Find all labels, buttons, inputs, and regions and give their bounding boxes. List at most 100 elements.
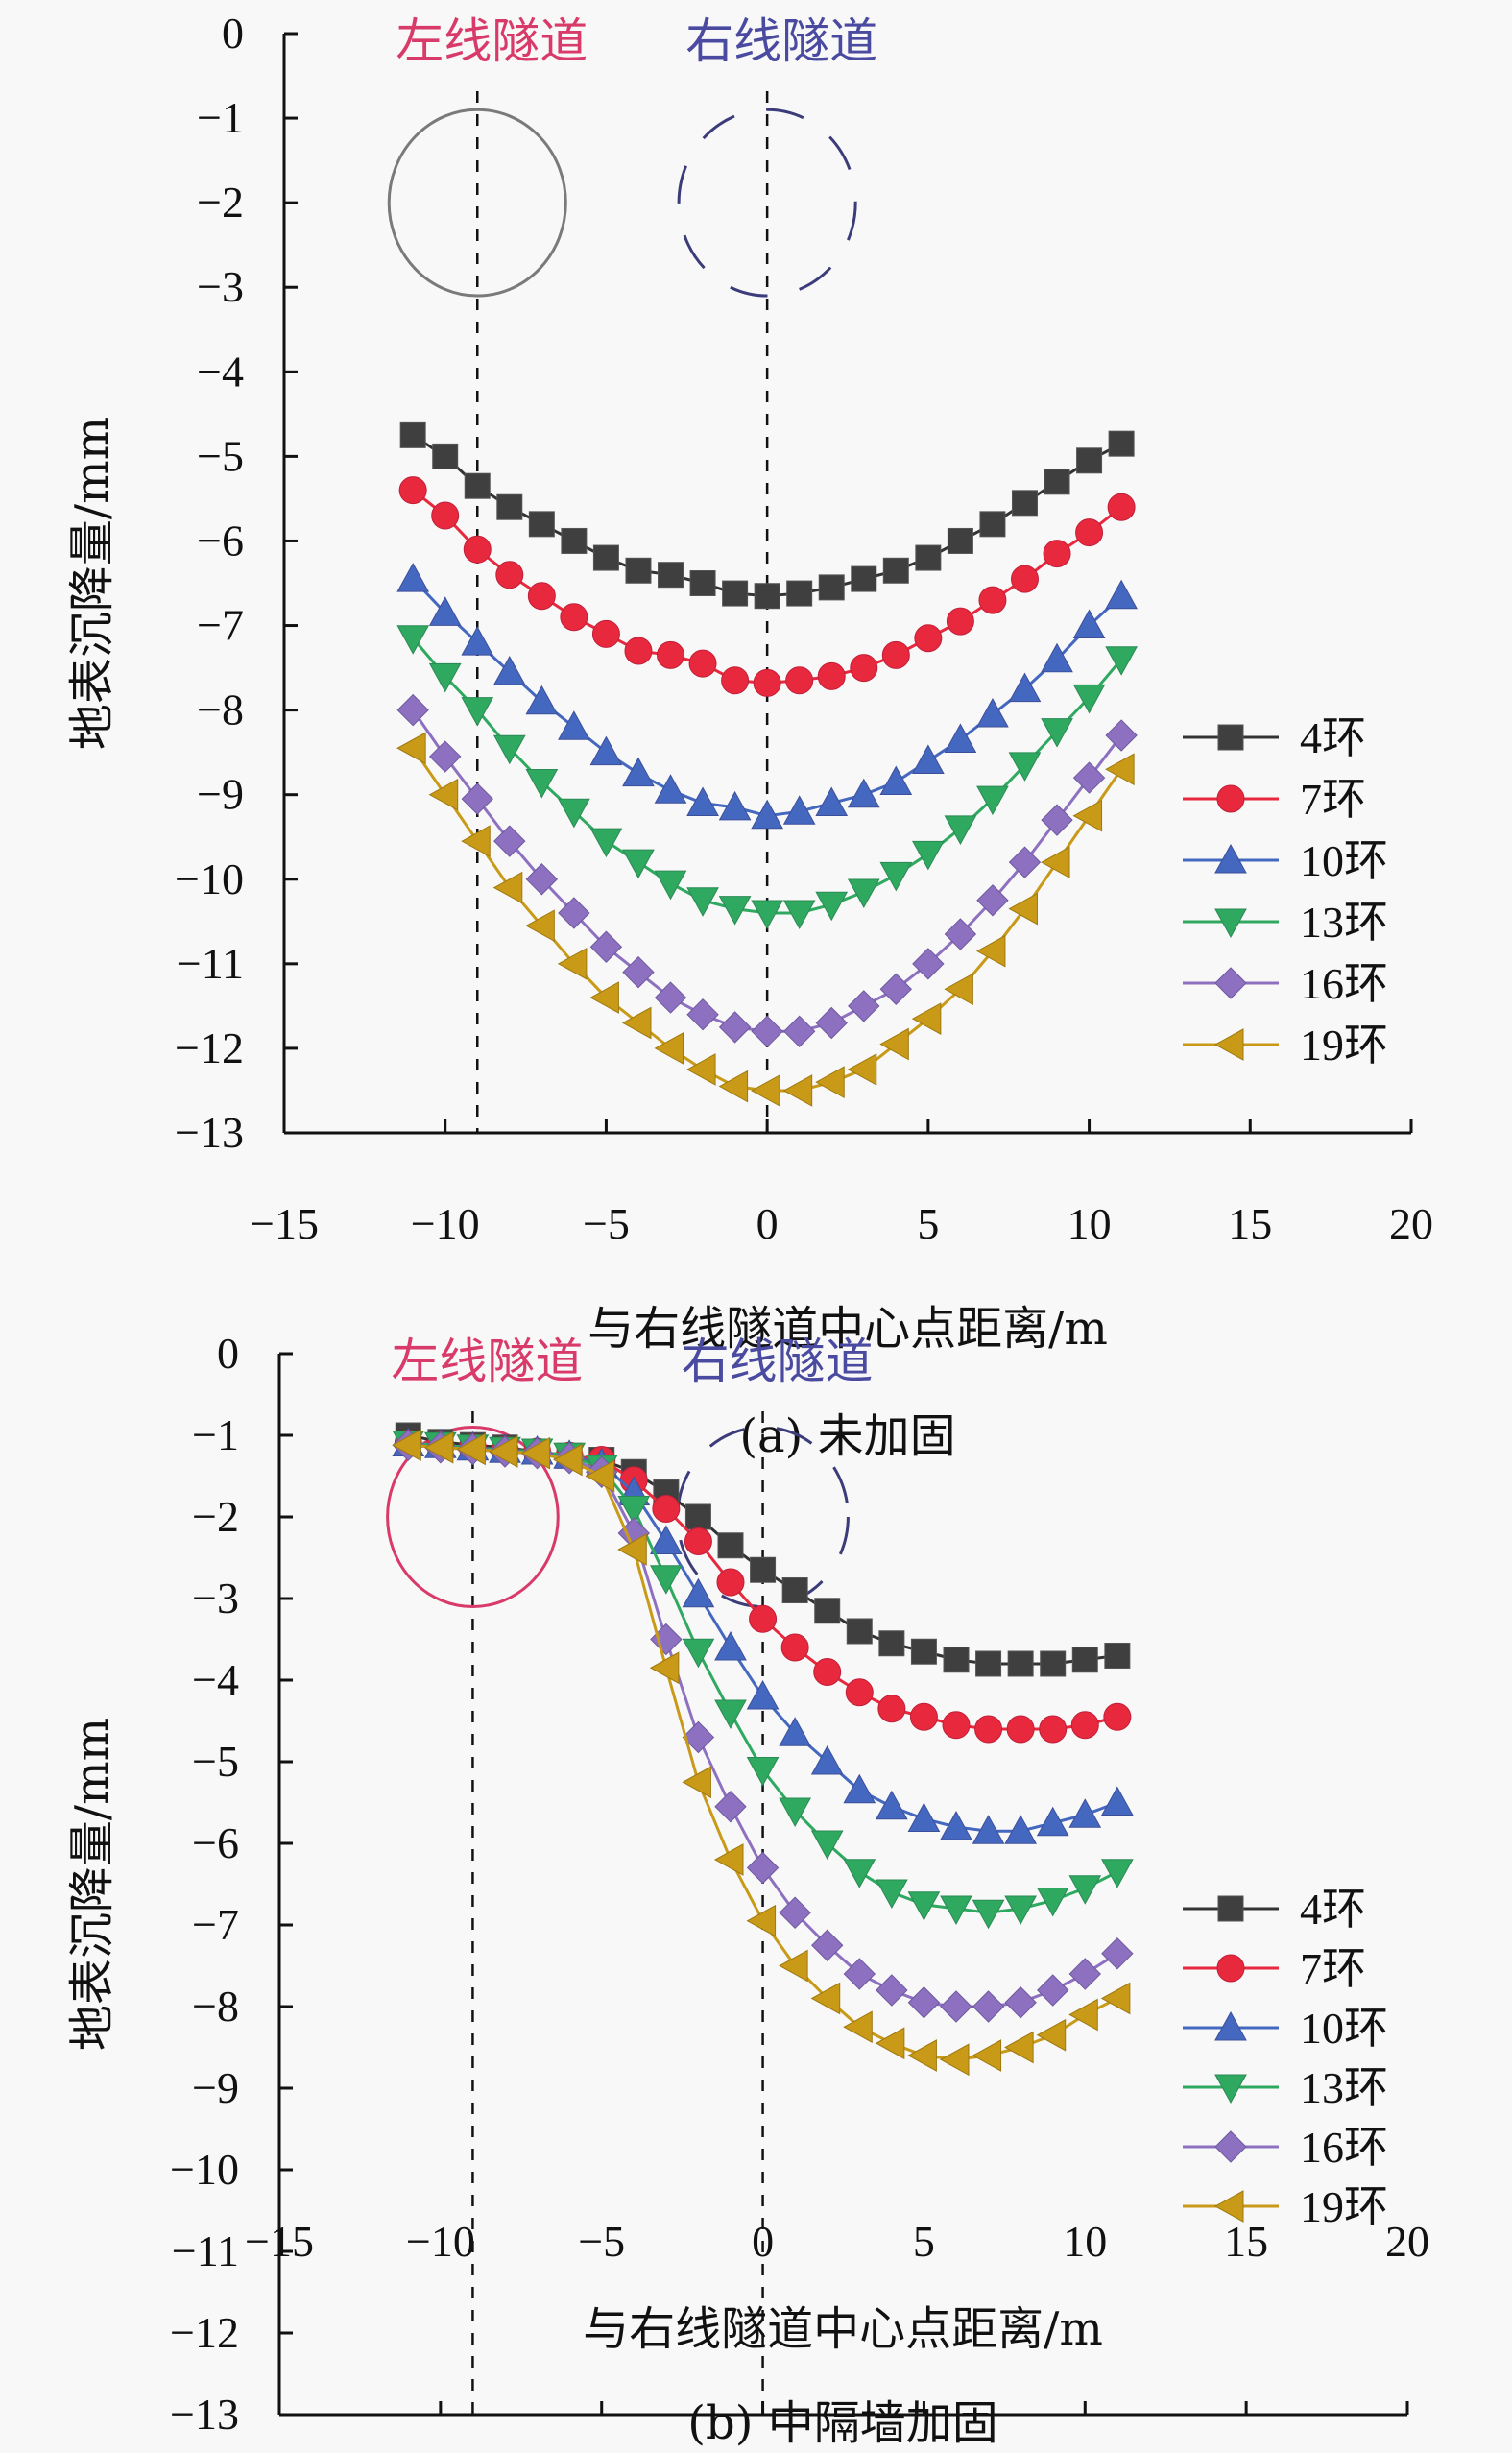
data-point — [907, 1986, 941, 2019]
data-point — [1107, 493, 1136, 521]
data-point — [876, 1974, 908, 2007]
data-point — [1214, 2074, 1247, 2104]
data-point — [843, 1859, 876, 1888]
data-point — [1075, 518, 1104, 547]
data-point — [1214, 2010, 1247, 2041]
data-point — [461, 626, 494, 656]
data-point — [493, 825, 526, 857]
right-tunnel-label: 右线隧道 — [682, 1334, 874, 1389]
data-point — [1072, 609, 1106, 639]
data-point — [972, 2039, 1002, 2072]
data-point — [915, 544, 942, 571]
data-point — [754, 583, 780, 610]
data-point — [684, 1527, 712, 1555]
data-point — [912, 840, 945, 871]
y-tick-label: −5 — [192, 1737, 239, 1786]
data-point — [846, 1618, 873, 1645]
data-point — [780, 1633, 809, 1662]
data-point — [1068, 1875, 1102, 1905]
data-point — [1011, 490, 1038, 517]
data-point — [907, 1802, 941, 1832]
legend-item: 7环 — [1183, 1944, 1366, 1993]
y-tick-label: −2 — [192, 1492, 239, 1541]
y-tick-label: −8 — [197, 685, 244, 734]
data-point — [718, 1011, 752, 1044]
y-tick-label: −7 — [197, 601, 244, 650]
data-point — [1101, 1937, 1134, 1970]
series-19环 — [396, 732, 1135, 1107]
legend-label: 7环 — [1300, 775, 1366, 824]
data-point — [779, 1896, 811, 1929]
data-point — [944, 973, 973, 1006]
data-point — [751, 799, 783, 830]
x-tick-label: 20 — [1389, 1199, 1433, 1248]
data-point — [591, 619, 620, 648]
data-point — [1006, 1715, 1035, 1744]
data-point — [492, 655, 526, 685]
left-tunnel-outline — [386, 1426, 560, 1608]
y-tick-label: −7 — [192, 1900, 239, 1949]
panel-caption: (b) 中隔墙加固 — [687, 2396, 997, 2450]
data-point — [914, 624, 943, 653]
data-point — [525, 685, 559, 715]
data-point — [746, 1904, 777, 1937]
data-point — [1072, 799, 1103, 832]
data-point — [716, 1568, 745, 1597]
data-point — [625, 557, 652, 584]
chart-panel-b: 0−1−2−3−4−5−6−7−8−9−10−11−12−13−15 −10 −5 0… — [65, 1329, 1429, 2450]
legend-item: 4环 — [1183, 1885, 1366, 1934]
data-point — [525, 768, 559, 799]
data-point — [649, 1651, 680, 1685]
y-tick-label: −12 — [175, 1023, 244, 1072]
x-tick-label: −15 — [245, 2217, 314, 2266]
y-tick-label: −5 — [197, 431, 244, 480]
data-point — [622, 849, 655, 879]
data-point — [753, 668, 781, 697]
data-point — [1076, 447, 1103, 474]
series-16环 — [396, 693, 1138, 1048]
series-10环 — [396, 563, 1138, 830]
x-tick-label: 20 — [1385, 2217, 1429, 2266]
y-tick-label: −8 — [192, 1982, 239, 2031]
data-point — [520, 1436, 551, 1470]
data-point — [1008, 892, 1038, 926]
data-point — [688, 649, 717, 678]
data-point — [1068, 1798, 1102, 1828]
data-point — [976, 697, 1009, 728]
data-point — [746, 1757, 780, 1787]
data-point — [525, 909, 555, 943]
data-point — [622, 955, 655, 989]
data-point — [878, 1630, 905, 1657]
data-point — [589, 981, 619, 1014]
data-point — [560, 603, 588, 632]
data-point — [585, 1459, 615, 1493]
y-tick-label: −4 — [192, 1655, 239, 1704]
data-point — [876, 1879, 908, 1910]
data-point — [912, 948, 945, 980]
data-point — [461, 782, 493, 815]
data-point — [939, 2043, 970, 2077]
data-point — [650, 1565, 683, 1595]
data-point — [909, 1702, 938, 1731]
data-point — [652, 1495, 681, 1523]
data-point — [1068, 1998, 1098, 2032]
data-point — [882, 557, 909, 584]
data-point — [617, 1533, 647, 1566]
data-point — [843, 1958, 876, 1990]
data-point — [1044, 469, 1070, 495]
data-point — [689, 570, 716, 596]
data-point — [782, 900, 816, 930]
legend-item: 19环 — [1183, 2182, 1388, 2231]
x-tick-label: 0 — [756, 1199, 779, 1248]
data-point — [423, 1431, 454, 1464]
data-point — [847, 778, 880, 808]
data-point — [911, 1002, 942, 1035]
y-tick-label: −11 — [177, 939, 244, 988]
data-point — [942, 1711, 971, 1740]
data-point — [1072, 761, 1106, 794]
data-point — [714, 1630, 747, 1661]
data-point — [553, 1443, 583, 1477]
data-point — [1213, 1028, 1244, 1061]
legend-label: 16环 — [1300, 959, 1388, 1008]
data-point — [1041, 804, 1073, 836]
